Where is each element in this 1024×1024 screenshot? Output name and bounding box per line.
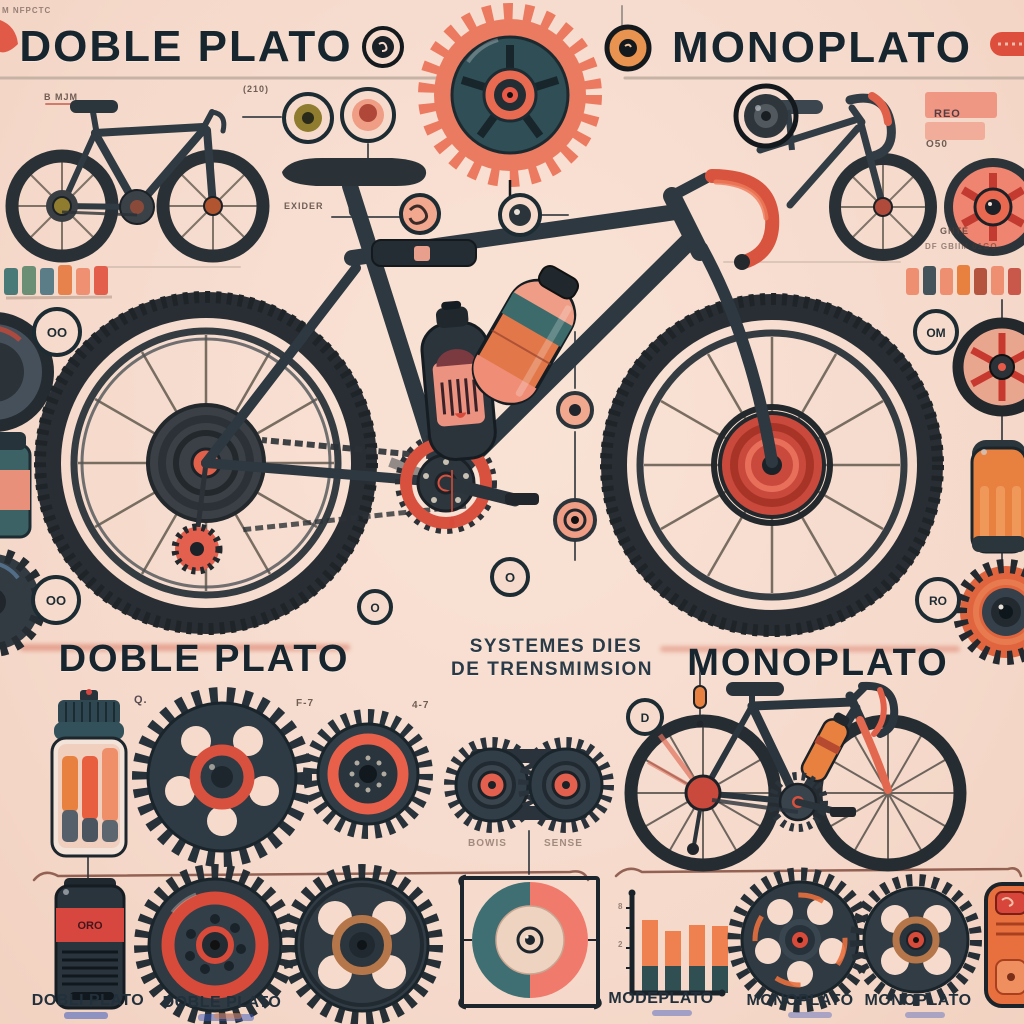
center-caption-line1: SYSTEMES DIES xyxy=(469,636,643,657)
divider-rules xyxy=(0,76,1024,882)
doble-gear-red-rim xyxy=(134,864,296,1024)
doble-water-bottle xyxy=(50,689,128,858)
badge-o-low: O xyxy=(370,601,379,615)
handlebar-drop xyxy=(705,169,780,269)
badge-om: OM xyxy=(926,326,945,340)
micro-annotation: GNTE xyxy=(940,226,970,236)
badge-oo-top: OO xyxy=(47,325,67,340)
title-doble-plato-mid: DOBLE PLATO xyxy=(58,638,350,680)
micro-annotation: F-7 xyxy=(296,698,314,709)
orange-device xyxy=(984,882,1024,1008)
micro-annotation: (210) xyxy=(243,84,270,94)
hub-icon xyxy=(733,83,799,149)
label-monoplato-2: MONOPLATO xyxy=(746,992,854,1009)
label-doble-plato-1: DOBLI PLATO xyxy=(31,992,145,1009)
badge-oro: ORO xyxy=(77,920,103,932)
brake-rotor-disc xyxy=(944,158,1024,256)
badge-o-mid: O xyxy=(505,570,515,585)
mono-gear-orange-accent xyxy=(727,867,873,1013)
doble-title-icon xyxy=(362,26,404,68)
label-monoplato-3: MONOPLATO xyxy=(864,992,972,1009)
orange-gear xyxy=(953,559,1024,665)
big-top-gear xyxy=(418,3,602,214)
callout-circles: O O OO OO OM RO D xyxy=(31,87,961,736)
micro-annotation: M NFPCTC xyxy=(2,6,52,15)
color-swatches-right xyxy=(906,265,1021,295)
micro-annotation: DF GBIIM 01GO xyxy=(925,242,998,251)
mono-bike-bottle xyxy=(800,712,850,783)
doble-gear-spoked xyxy=(281,864,443,1024)
micro-annotation: Q. xyxy=(134,694,148,706)
doble-small-chainring xyxy=(303,709,433,839)
main-bike xyxy=(34,158,944,637)
title-doble-plato-top: DOBLE PLATO xyxy=(19,22,353,71)
badge-ro: RO xyxy=(929,594,947,608)
doble-big-chainring xyxy=(132,687,312,867)
micro-annotation: REO xyxy=(934,108,961,120)
pie-diagram xyxy=(458,874,602,1010)
mono-bar-chart xyxy=(626,889,728,997)
title-monoplato-mid: MONOPLATO xyxy=(687,642,949,684)
main-bike-front-wheel xyxy=(600,293,944,637)
label-smears xyxy=(64,1010,945,1021)
label-doble-plato-2: DOBLE PLATO xyxy=(162,994,282,1011)
badge-d-mono: D xyxy=(641,711,650,725)
mono-mini-bike xyxy=(624,681,967,872)
pulley-wheel xyxy=(952,317,1024,417)
badge-oo-bottom: OO xyxy=(46,593,66,608)
micro-annotation: 4-7 xyxy=(412,700,430,711)
doble-canister: ORO xyxy=(54,878,126,1010)
doble-mini-bike xyxy=(5,100,270,263)
center-caption-line2: DE TRENSMIMSION xyxy=(451,659,653,680)
title-monoplato-top: MONOPLATO xyxy=(672,23,972,72)
water-bottle-striped xyxy=(471,265,580,406)
derailleur-pulleys xyxy=(444,737,614,833)
micro-annotation: 8 xyxy=(618,902,624,911)
micro-annotation: EXIDER xyxy=(284,201,324,211)
mono-mini-bike-front xyxy=(733,83,1024,261)
micro-annotation: B MJM xyxy=(44,92,78,102)
red-petal-decoration xyxy=(0,20,18,53)
mono-title-icon xyxy=(604,24,652,72)
micro-annotation: SENSE xyxy=(544,838,583,849)
saddle xyxy=(282,158,427,186)
micro-annotation: BOWIS xyxy=(468,838,507,849)
micro-annotation: 2 xyxy=(618,940,624,949)
label-monoplato-1: MODEPLATO xyxy=(608,990,714,1007)
color-swatches-left xyxy=(4,265,113,300)
micro-annotation: O50 xyxy=(926,139,948,150)
mono-gear-spoked xyxy=(850,874,982,1006)
right-edge-items xyxy=(952,317,1024,665)
battery-canister xyxy=(970,440,1024,554)
red-pill-decoration xyxy=(990,32,1024,56)
